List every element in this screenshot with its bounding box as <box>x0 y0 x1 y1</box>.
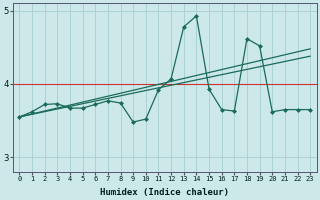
X-axis label: Humidex (Indice chaleur): Humidex (Indice chaleur) <box>100 188 229 197</box>
